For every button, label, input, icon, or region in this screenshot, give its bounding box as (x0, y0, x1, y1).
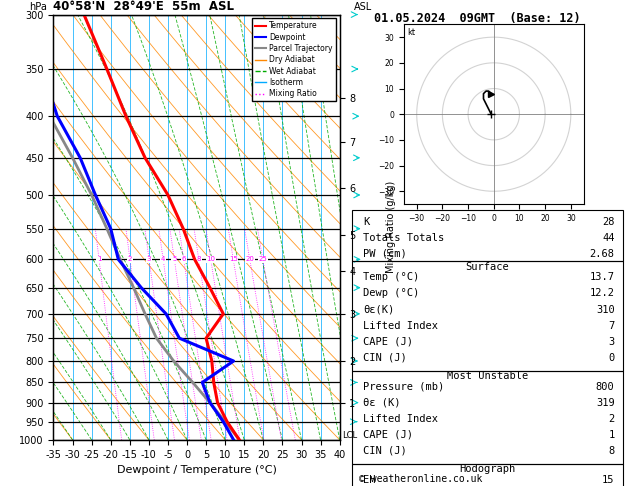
Text: 1: 1 (97, 257, 101, 262)
Text: 310: 310 (596, 305, 615, 314)
Text: 10: 10 (206, 257, 215, 262)
X-axis label: Dewpoint / Temperature (°C): Dewpoint / Temperature (°C) (116, 465, 277, 475)
Text: LCL: LCL (342, 431, 357, 440)
Text: 2.68: 2.68 (589, 249, 615, 259)
Text: km
ASL: km ASL (353, 0, 372, 13)
Text: Lifted Index: Lifted Index (363, 414, 438, 424)
Bar (352, 210, 623, 261)
Text: Temp (°C): Temp (°C) (363, 273, 420, 282)
Bar (352, 261, 623, 371)
Text: 2: 2 (608, 414, 615, 424)
Text: 5: 5 (172, 257, 177, 262)
Bar (352, 464, 623, 486)
Text: 3: 3 (608, 337, 615, 347)
Y-axis label: Mixing Ratio (g/kg): Mixing Ratio (g/kg) (386, 181, 396, 273)
Text: 44: 44 (602, 233, 615, 243)
Text: 7: 7 (608, 321, 615, 330)
Text: Pressure (mb): Pressure (mb) (363, 382, 444, 392)
Text: Dewp (°C): Dewp (°C) (363, 289, 420, 298)
Text: 3: 3 (147, 257, 152, 262)
Text: PW (cm): PW (cm) (363, 249, 407, 259)
Text: hPa: hPa (29, 2, 47, 13)
Text: 25: 25 (259, 257, 267, 262)
Text: K: K (363, 217, 369, 226)
Text: 800: 800 (596, 382, 615, 392)
Legend: Temperature, Dewpoint, Parcel Trajectory, Dry Adiabat, Wet Adiabat, Isotherm, Mi: Temperature, Dewpoint, Parcel Trajectory… (252, 18, 336, 101)
Text: 8: 8 (608, 446, 615, 456)
Text: 0: 0 (608, 353, 615, 363)
Text: Hodograph: Hodograph (459, 465, 516, 474)
Text: Most Unstable: Most Unstable (447, 371, 528, 381)
Text: 319: 319 (596, 398, 615, 408)
Text: 15: 15 (229, 257, 238, 262)
Text: 2: 2 (128, 257, 132, 262)
Text: Surface: Surface (465, 262, 509, 272)
Text: Lifted Index: Lifted Index (363, 321, 438, 330)
Text: 6: 6 (181, 257, 186, 262)
Text: EH: EH (363, 475, 376, 485)
Text: 01.05.2024  09GMT  (Base: 12): 01.05.2024 09GMT (Base: 12) (374, 12, 581, 25)
Text: CIN (J): CIN (J) (363, 353, 407, 363)
Text: 8: 8 (196, 257, 201, 262)
Text: kt: kt (408, 28, 416, 37)
Text: CAPE (J): CAPE (J) (363, 337, 413, 347)
Text: 13.7: 13.7 (589, 273, 615, 282)
Text: 40°58'N  28°49'E  55m  ASL: 40°58'N 28°49'E 55m ASL (53, 0, 235, 14)
Text: 1: 1 (608, 430, 615, 440)
Text: CIN (J): CIN (J) (363, 446, 407, 456)
Text: 28: 28 (602, 217, 615, 226)
Text: θε(K): θε(K) (363, 305, 394, 314)
Text: 15: 15 (602, 475, 615, 485)
Text: 4: 4 (161, 257, 165, 262)
Text: © weatheronline.co.uk: © weatheronline.co.uk (359, 473, 482, 484)
Bar (352, 371, 623, 464)
Text: CAPE (J): CAPE (J) (363, 430, 413, 440)
Text: 12.2: 12.2 (589, 289, 615, 298)
Text: θε (K): θε (K) (363, 398, 401, 408)
Text: 20: 20 (245, 257, 254, 262)
Text: Totals Totals: Totals Totals (363, 233, 444, 243)
